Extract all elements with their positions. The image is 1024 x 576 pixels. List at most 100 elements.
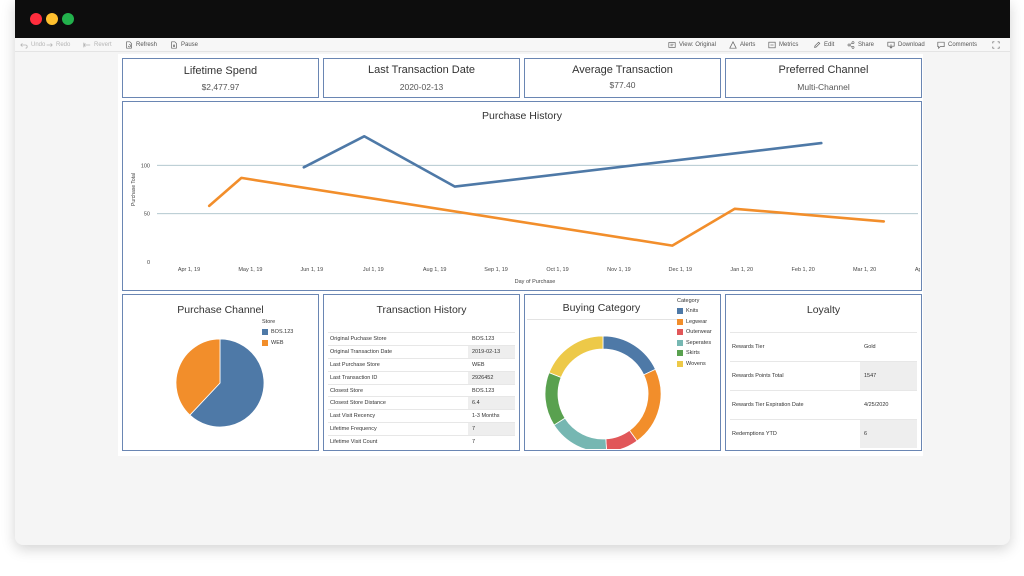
kpi-value: 2020-02-13 (399, 82, 444, 92)
redo-button[interactable]: Redo (45, 41, 70, 49)
legend-item[interactable]: Seperates (677, 338, 712, 349)
row-label: Original Puchase Store (330, 335, 387, 342)
store-legend: Store BOS.123 WEB (262, 319, 293, 348)
legend-label: Skirts (686, 350, 700, 357)
legend-item[interactable]: Legwear (677, 317, 712, 328)
row-label: Closest Store (330, 387, 364, 394)
legend-label: Legwear (686, 318, 708, 325)
table-row: Rewards Tier Gold (730, 332, 917, 361)
x-tick-label: May 1, 19 (238, 267, 262, 273)
view-original-button[interactable]: View: Original (668, 41, 716, 49)
kpi-lifetime-spend[interactable]: Lifetime Spend $2,477.97 (122, 58, 319, 98)
download-icon (887, 41, 895, 49)
maximize-window-button[interactable] (62, 13, 74, 25)
row-value: 6 (860, 420, 917, 448)
row-label: Original Transaction Date (330, 348, 393, 355)
edit-button[interactable]: Edit (813, 41, 834, 49)
legend-item[interactable]: WEB (262, 338, 293, 349)
chart-title: Purchase History (482, 110, 562, 122)
panel-title: Loyalty (806, 304, 841, 316)
transaction-history-panel[interactable]: Transaction History Original Puchase Sto… (323, 294, 520, 451)
legend-item[interactable]: BOS.123 (262, 327, 293, 338)
row-label: Last Purchase Store (330, 361, 380, 368)
purchase-channel-panel[interactable]: Purchase Channel Store BOS.123 WEB (122, 294, 319, 451)
row-value: 1547 (860, 362, 917, 390)
y-tick-label: 100 (141, 163, 150, 169)
legend-swatch (677, 360, 683, 367)
buying-category-panel[interactable]: Buying Category Category Knits Legwear O… (524, 294, 721, 451)
row-value: 4/25/2020 (864, 402, 889, 408)
revert-icon (83, 42, 91, 48)
legend-item[interactable]: Outerwear (677, 327, 712, 338)
legend-label: WEB (271, 339, 284, 346)
edit-label: Edit (824, 42, 835, 48)
legend-item[interactable]: Knits (677, 306, 712, 317)
y-tick-label: 50 (144, 212, 150, 218)
kpi-value: $2,477.97 (201, 82, 240, 92)
row-label: Rewards Tier (732, 344, 765, 350)
kpi-average-transaction[interactable]: Average Transaction $77.40 (524, 58, 721, 98)
y-axis-label: Purchase Total (131, 173, 137, 206)
loyalty-table: Rewards Tier Gold Rewards Points Total 154… (730, 332, 917, 448)
pause-button[interactable]: Pause (170, 41, 198, 49)
title-bar (15, 0, 1010, 38)
pause-icon (171, 41, 177, 49)
row-label: Rewards Tier Expiration Date (732, 402, 804, 408)
table-row: Rewards Tier Expiration Date 4/25/2020 (730, 390, 917, 419)
x-axis-label: Day of Purchase (515, 279, 556, 285)
kpi-preferred-channel[interactable]: Preferred Channel Multi-Channel (725, 58, 922, 98)
legend-item[interactable]: Skirts (677, 348, 712, 359)
x-tick-label: Apr 1, 20 (915, 267, 920, 273)
legend-label: Seperates (686, 339, 712, 346)
row-label: Closest Store Distance (330, 400, 386, 407)
purchase-history-panel[interactable]: Purchase History 0 50 100 Purchase Total Apr… (122, 101, 922, 291)
undo-button[interactable]: Undo (20, 41, 45, 49)
table-row: Last Purchase Store WEB (328, 357, 515, 371)
pencil-icon (814, 41, 821, 48)
share-button[interactable]: Share (847, 41, 874, 49)
comments-label: Comments (948, 42, 978, 48)
legend-swatch (677, 308, 683, 315)
table-row: Original Transaction Date 2019-02-13 (328, 344, 515, 358)
refresh-button[interactable]: Refresh (125, 41, 157, 49)
dashboard: Lifetime Spend $2,477.97 Last Transactio… (118, 54, 923, 456)
legend-swatch (677, 329, 683, 336)
legend-swatch (677, 350, 683, 357)
x-tick-label: Aug 1, 19 (423, 267, 447, 273)
download-button[interactable]: Download (887, 41, 925, 49)
table-row: Closest Store BOS.123 (328, 383, 515, 397)
legend-swatch (677, 339, 683, 346)
transaction-history-table: Original Puchase Store BOS.123 Original T… (328, 332, 515, 448)
fullscreen-button[interactable] (992, 41, 1000, 49)
legend-swatch (677, 318, 683, 325)
row-value: 6.4 (468, 397, 515, 410)
legend-item[interactable]: Wovens (677, 359, 712, 370)
revert-button[interactable]: Revert (83, 41, 112, 49)
legend-label: Wovens (686, 360, 706, 367)
refresh-label: Refresh (136, 42, 158, 48)
row-label: Lifetime Frequency (330, 426, 377, 433)
table-row: Redemptions YTD 6 (730, 419, 917, 448)
minimize-window-button[interactable] (46, 13, 58, 25)
kpi-last-transaction-date[interactable]: Last Transaction Date 2020-02-13 (323, 58, 520, 98)
slice-knits (602, 335, 657, 376)
table-row: Rewards Points Total 1547 (730, 361, 917, 390)
purchase-channel-pie (175, 338, 265, 428)
metrics-button[interactable]: Metrics (768, 41, 798, 49)
undo-icon (20, 43, 28, 49)
row-label: Lifetime Visit Count (330, 439, 378, 446)
row-value: 7 (472, 439, 476, 446)
comments-button[interactable]: Comments (937, 41, 977, 49)
kpi-title: Lifetime Spend (183, 65, 258, 77)
kpi-value: $77.40 (609, 80, 636, 90)
y-tick-label: 0 (147, 260, 150, 266)
loyalty-panel[interactable]: Loyalty Rewards Tier Gold Rewards Points … (725, 294, 922, 451)
undo-label: Undo (31, 42, 46, 48)
x-tick-label: Dec 1, 19 (669, 267, 693, 273)
slice-seperates (553, 417, 607, 449)
row-value: 7 (468, 423, 515, 436)
row-value: BOS.123 (472, 387, 495, 394)
close-window-button[interactable] (30, 13, 42, 25)
metrics-icon (768, 41, 776, 49)
alerts-button[interactable]: Alerts (729, 41, 755, 49)
